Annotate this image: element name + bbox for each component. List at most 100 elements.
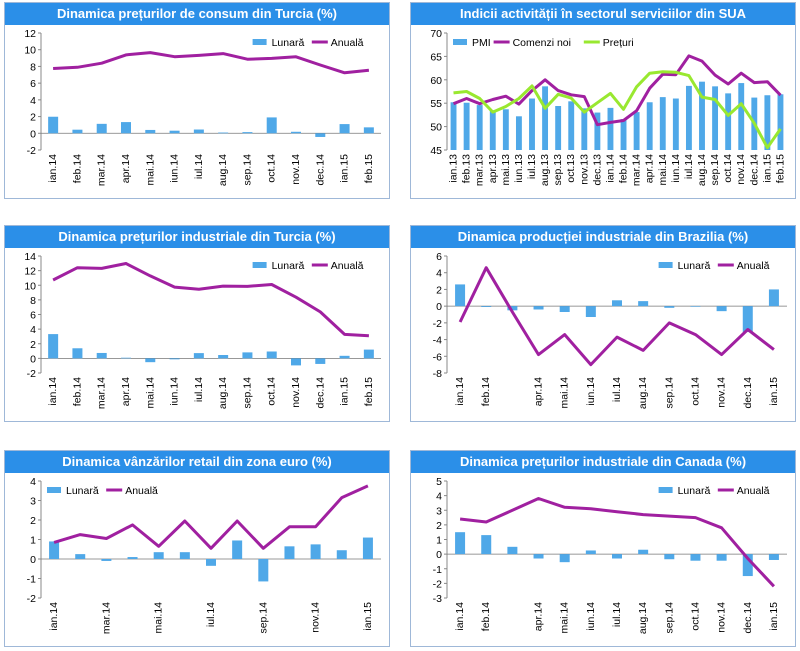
x-tick-label: aug.13 xyxy=(539,154,551,186)
bar-PMI xyxy=(489,110,496,150)
bar-Lunară xyxy=(481,306,492,307)
bar-Lunară xyxy=(742,306,753,333)
chart-title: Dinamica vânzărilor retail din zona euro… xyxy=(5,451,389,473)
x-tick-label: ian.15 xyxy=(339,377,351,406)
y-tick-label: 10 xyxy=(24,280,36,292)
x-tick-label: ian.15 xyxy=(768,602,780,631)
chart-svg: -2 0 2 4 6 8 10 12 ian.14 feb.14 mar.14 apr.14 mai.1… xyxy=(24,28,381,186)
x-tick-label: apr.14 xyxy=(533,377,545,406)
bar-PMI xyxy=(529,98,535,150)
y-tick-label: 4 xyxy=(30,95,36,107)
y-tick-label: 1 xyxy=(436,535,442,547)
x-tick-label: nov.14 xyxy=(716,377,728,408)
bar-Lunară xyxy=(232,540,243,559)
x-tick-label: sep.14 xyxy=(241,154,253,186)
bar-Lunară xyxy=(559,306,570,312)
x-tick-label: iun.13 xyxy=(513,154,525,183)
bar-Lunară xyxy=(310,544,321,559)
x-tick-label: iul.14 xyxy=(683,154,695,179)
legend-label: Anuală xyxy=(737,485,770,497)
x-tick-label: ian.14 xyxy=(454,377,466,406)
x-tick-label: mai.14 xyxy=(144,154,156,186)
x-tick-label: nov.14 xyxy=(290,154,302,185)
chart-title: Dinamica prețurilor industriale din Turc… xyxy=(5,226,389,248)
legend-swatch xyxy=(252,262,267,268)
bar-PMI xyxy=(502,109,509,150)
y-tick-label: 8 xyxy=(30,61,36,73)
x-tick-label: ian.14 xyxy=(454,602,466,631)
bar-PMI xyxy=(659,97,666,150)
bar-Lunară xyxy=(101,559,112,561)
bar-Lunară xyxy=(638,301,649,307)
y-tick-label: 6 xyxy=(436,251,442,263)
x-tick-label: nov.14 xyxy=(716,602,728,633)
y-tick-label: 4 xyxy=(436,491,442,503)
x-tick-label: dec.14 xyxy=(742,602,754,634)
bar-Lunară xyxy=(533,554,544,559)
x-tick-label: dec.14 xyxy=(748,154,760,186)
x-tick-label: oct.13 xyxy=(565,154,577,183)
bar-Lunară xyxy=(768,289,779,307)
legend-swatch xyxy=(252,39,267,45)
bar-Lunară xyxy=(145,129,156,134)
y-tick-label: 4 xyxy=(30,476,36,488)
x-tick-label: apr.14 xyxy=(120,154,132,183)
x-tick-label: iun.14 xyxy=(585,377,597,406)
bar-Lunară xyxy=(242,132,253,134)
x-tick-label: mai.14 xyxy=(153,602,165,634)
legend-label: Lunară xyxy=(272,37,305,49)
chart-panel-4: Dinamica producției industriale din Braz… xyxy=(410,225,796,422)
bar-Lunară xyxy=(96,352,107,359)
bar-PMI xyxy=(476,105,483,150)
bar-Lunară xyxy=(49,541,60,559)
y-tick-label: -8 xyxy=(433,368,442,380)
y-tick-label: -6 xyxy=(433,351,442,363)
x-tick-label: dec.14 xyxy=(314,377,326,409)
x-tick-label: feb.14 xyxy=(71,377,83,406)
bar-PMI xyxy=(685,85,692,150)
x-tick-label: oct.14 xyxy=(689,377,701,406)
x-tick-label: mar.14 xyxy=(100,602,112,634)
y-tick-label: -2 xyxy=(27,368,36,380)
line-Anuală xyxy=(53,51,370,75)
y-tick-label: 6 xyxy=(30,310,36,322)
bar-PMI xyxy=(594,112,601,150)
bar-Lunară xyxy=(179,552,190,559)
bar-PMI xyxy=(568,101,575,150)
bar-Lunară xyxy=(315,133,326,137)
y-tick-label: 50 xyxy=(430,122,442,134)
y-tick-label: -2 xyxy=(27,145,36,157)
bar-PMI xyxy=(515,116,522,150)
legend-label: Comenzi noi xyxy=(513,37,571,49)
chart-title: Indicii activității în sectorul servicii… xyxy=(411,3,795,25)
bar-Lunară xyxy=(218,355,229,359)
x-tick-label: nov.14 xyxy=(310,602,322,633)
bar-Lunară xyxy=(315,358,326,364)
x-tick-label: aug.14 xyxy=(696,154,708,186)
y-tick-label: 0 xyxy=(30,128,36,140)
bar-Lunară xyxy=(585,306,596,318)
x-tick-label: mar.14 xyxy=(631,154,643,186)
x-tick-label: ian.14 xyxy=(47,154,59,183)
x-tick-label: ian.14 xyxy=(47,377,59,406)
x-tick-label: apr.14 xyxy=(120,377,132,406)
x-tick-label: mar.14 xyxy=(96,154,108,186)
x-tick-label: iul.13 xyxy=(526,154,538,179)
chart-title: Dinamica producției industriale din Braz… xyxy=(411,226,795,248)
bar-Lunară xyxy=(193,129,204,134)
bar-Lunară xyxy=(612,554,622,559)
x-tick-label: ian.15 xyxy=(362,602,374,631)
y-tick-label: 65 xyxy=(430,51,442,63)
x-tick-label: dec.14 xyxy=(742,377,754,409)
x-tick-label: aug.14 xyxy=(217,154,229,186)
y-tick-label: 2 xyxy=(30,339,36,351)
y-tick-label: -3 xyxy=(433,593,442,605)
line-Anuală xyxy=(458,266,775,367)
legend-swatch xyxy=(453,39,467,45)
legend-label: Anuală xyxy=(737,260,770,272)
x-tick-label: ian.14 xyxy=(48,602,60,631)
bar-Lunară xyxy=(121,122,131,134)
y-tick-label: 5 xyxy=(436,476,442,488)
bar-Lunară xyxy=(266,351,277,359)
x-tick-label: iul.14 xyxy=(611,602,623,627)
